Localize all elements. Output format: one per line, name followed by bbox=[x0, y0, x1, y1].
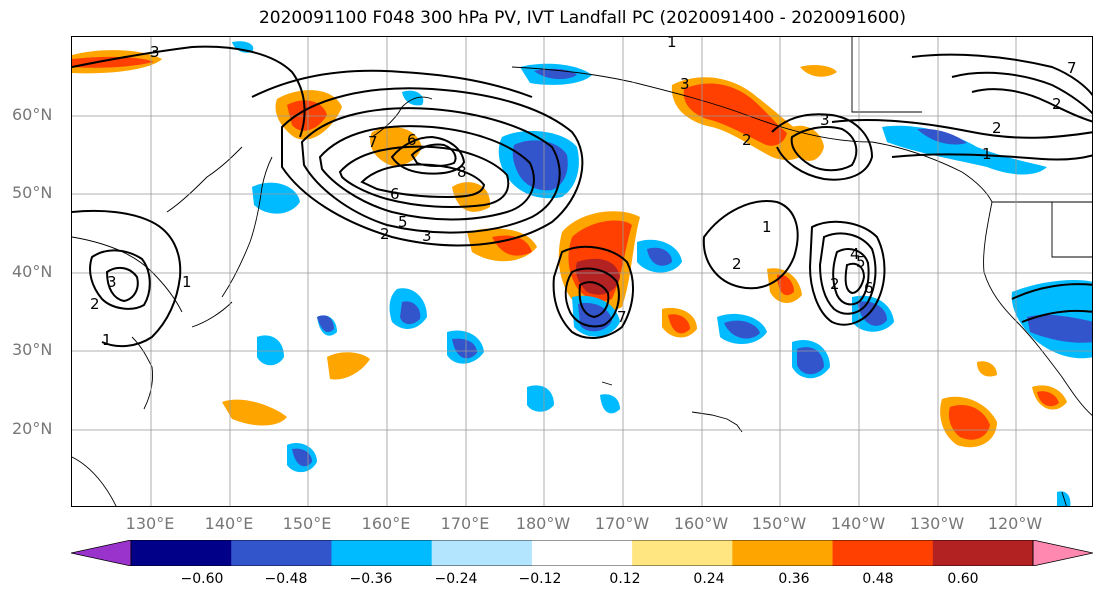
colorbar-tick-label: −0.60 bbox=[180, 571, 224, 587]
contour-label: 2 bbox=[732, 255, 742, 273]
contour-label: 3 bbox=[150, 43, 160, 61]
contour-label: 6 bbox=[390, 185, 400, 203]
colorbar-segment bbox=[632, 540, 733, 566]
lon-label: 150°E bbox=[282, 514, 332, 533]
lat-label: 60°N bbox=[12, 105, 53, 124]
contour-label: 2 bbox=[1052, 95, 1062, 113]
colorbar-segment bbox=[231, 540, 332, 566]
contour-label: 3 bbox=[422, 227, 432, 245]
map-panel: 3 3 2 6 5 2 3 8 7 6 1 7 3 2 1 1 2 5 4 6 … bbox=[71, 36, 1093, 507]
colorbar-tick-label: 0.48 bbox=[862, 571, 894, 587]
contour-label: 3 bbox=[680, 75, 690, 93]
colorbar-tick-label: −0.48 bbox=[264, 571, 308, 587]
contour-label: 2 bbox=[90, 295, 100, 313]
contour-label: 5 bbox=[856, 253, 866, 271]
colorbar-segment bbox=[531, 540, 633, 566]
graticule bbox=[72, 37, 1092, 506]
map-title: 2020091100 F048 300 hPa PV, IVT Landfall… bbox=[258, 8, 906, 28]
colorbar-segment bbox=[832, 540, 934, 566]
lon-label: 180°W bbox=[515, 514, 571, 533]
lat-label: 40°N bbox=[12, 262, 53, 281]
contour-label: 6 bbox=[864, 279, 874, 297]
lat-label: 30°N bbox=[12, 340, 53, 359]
colorbar-tick-label: −0.24 bbox=[434, 571, 478, 587]
colorbar-tick-label: 0.60 bbox=[947, 571, 979, 587]
lat-label: 50°N bbox=[12, 183, 53, 202]
lon-label: 130°E bbox=[125, 514, 175, 533]
colorbar-segment bbox=[131, 540, 232, 566]
contour-label: 7 bbox=[617, 308, 627, 326]
colorbar-segment bbox=[431, 540, 533, 566]
contour-label: 7 bbox=[1067, 59, 1077, 77]
contour-label: 1 bbox=[762, 218, 772, 236]
map-canvas: 3 3 2 6 5 2 3 8 7 6 1 7 3 2 1 1 2 5 4 6 … bbox=[72, 37, 1092, 506]
colorbar-extend-high bbox=[1032, 540, 1093, 566]
contour-labels: 3 3 2 6 5 2 3 8 7 6 1 7 3 2 1 1 2 5 4 6 … bbox=[90, 37, 1077, 349]
lon-label: 150°W bbox=[751, 514, 807, 533]
lon-label: 140°E bbox=[204, 514, 254, 533]
colorbar-segment bbox=[932, 540, 1034, 566]
contour-label: 5 bbox=[398, 213, 408, 231]
colorbar-tick-label: −0.36 bbox=[349, 571, 393, 587]
colorbar-extend-low bbox=[71, 540, 132, 566]
lon-label: 140°W bbox=[830, 514, 886, 533]
ivt-contours bbox=[72, 45, 1092, 348]
contour-label: 1 bbox=[102, 331, 112, 349]
coastlines bbox=[72, 37, 1092, 506]
lon-label: 130°W bbox=[909, 514, 965, 533]
colorbar-tick-label: 0.12 bbox=[609, 571, 641, 587]
lon-label: 160°W bbox=[673, 514, 729, 533]
contour-label: 1 bbox=[182, 273, 192, 291]
contour-label: 2 bbox=[830, 275, 840, 293]
lat-label: 20°N bbox=[12, 419, 53, 438]
pv-anomaly-shading bbox=[72, 41, 1092, 506]
contour-label: 4 bbox=[850, 245, 860, 263]
contour-label: 3 bbox=[820, 111, 830, 129]
contour-label: 2 bbox=[992, 119, 1002, 137]
contour-label: 2 bbox=[742, 131, 752, 149]
contour-label: 7 bbox=[368, 133, 378, 151]
lon-label: 120°W bbox=[987, 514, 1043, 533]
contour-label: 6 bbox=[407, 131, 417, 149]
colorbar-tick-label: 0.36 bbox=[778, 571, 810, 587]
contour-label: 3 bbox=[107, 273, 117, 291]
lon-label: 170°E bbox=[440, 514, 490, 533]
contour-label: 2 bbox=[380, 225, 390, 243]
lon-label: 160°E bbox=[361, 514, 411, 533]
contour-label: 1 bbox=[982, 145, 992, 163]
lon-label: 170°W bbox=[594, 514, 650, 533]
contour-label: 8 bbox=[457, 163, 467, 181]
colorbar-segment bbox=[732, 540, 834, 566]
contour-label: 1 bbox=[667, 37, 677, 51]
colorbar-segment bbox=[331, 540, 433, 566]
colorbar-tick-label: 0.24 bbox=[693, 571, 725, 587]
colorbar bbox=[71, 540, 1093, 566]
colorbar-tick-label: −0.12 bbox=[518, 571, 562, 587]
colorbar-border bbox=[130, 540, 1034, 566]
colorbar-segments bbox=[71, 540, 1093, 566]
